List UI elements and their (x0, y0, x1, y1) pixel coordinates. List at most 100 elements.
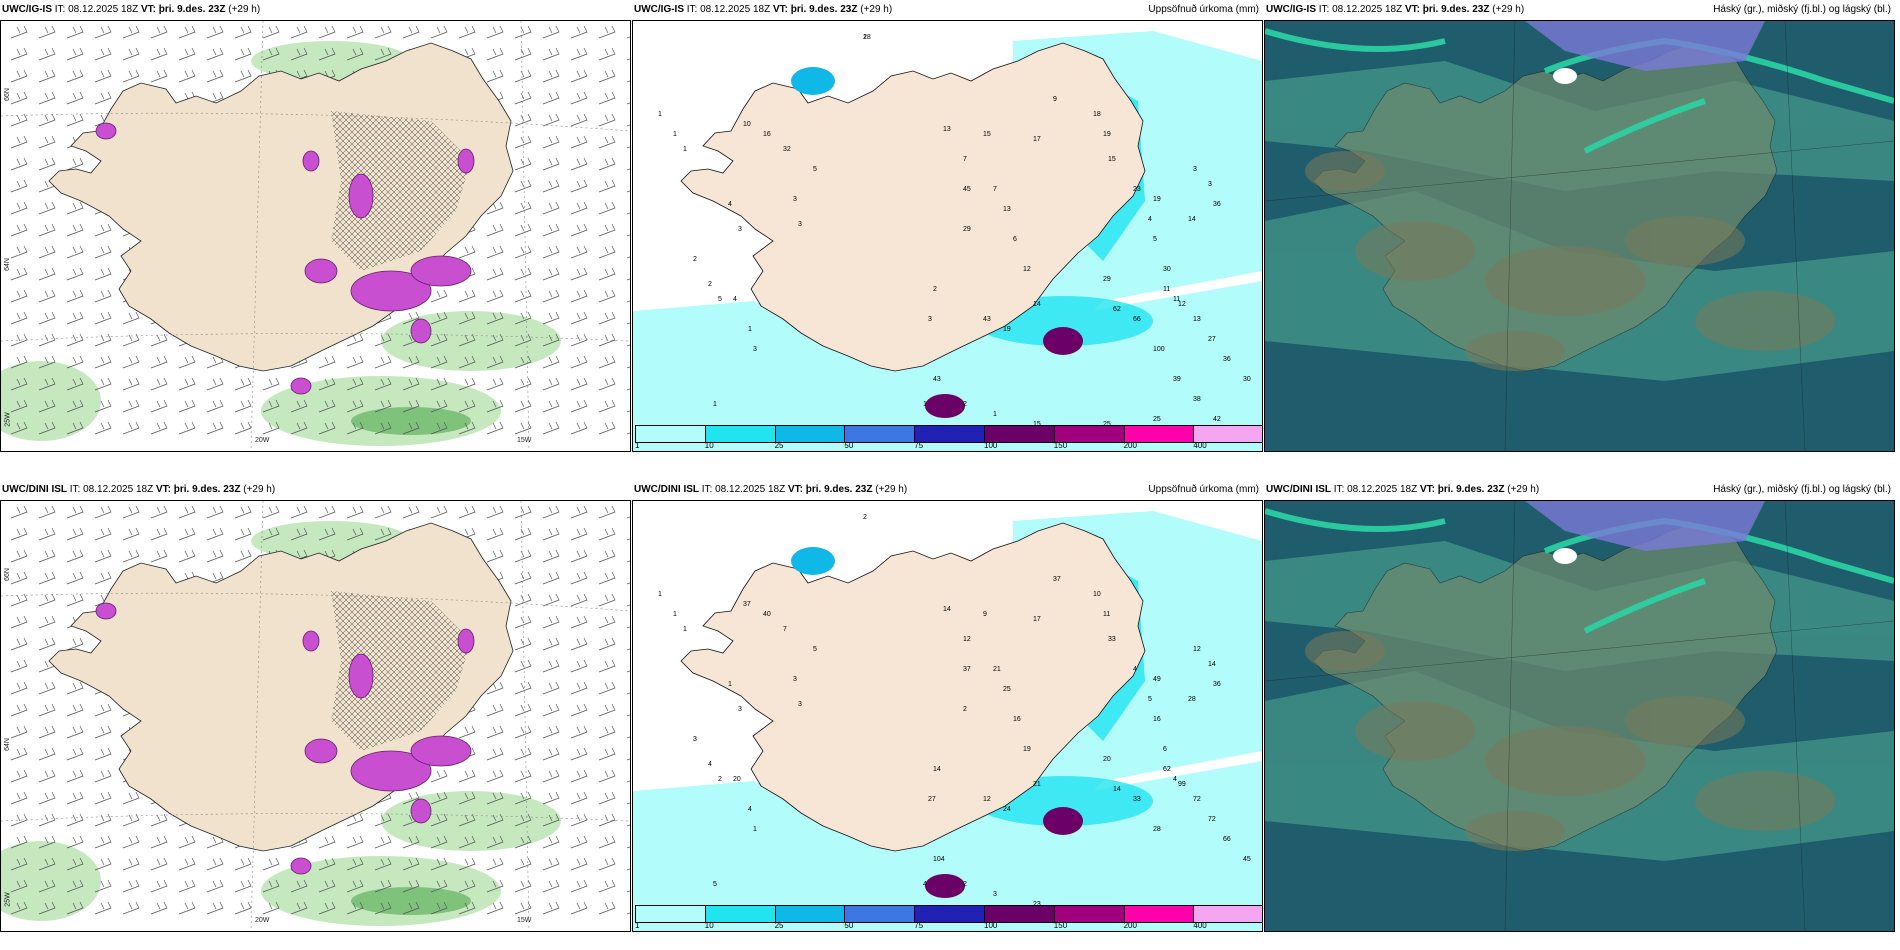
precip-value: 4 (1148, 216, 1152, 223)
lat-label-25w: 25W (4, 892, 12, 907)
precip-value: 7 (963, 156, 967, 163)
precip-colorbar: 1 10 25 50 75 100 150 200 400 (633, 903, 1262, 931)
precip-value: 2 (963, 401, 967, 408)
panel-ig-cloud: UWC/IG-IS IT: 08.12.2025 18Z VT: þri. 9.… (1264, 0, 1895, 452)
precip-value: 27 (928, 796, 936, 803)
colorbar-tick: 75 (914, 921, 924, 930)
precip-value: 19 (1103, 131, 1111, 138)
precip-value: 72 (1208, 816, 1216, 823)
precip-value: 13 (1193, 316, 1201, 323)
colorbar-cell (705, 426, 776, 442)
precip-colorbar: 1 10 25 50 75 100 150 200 400 (633, 423, 1262, 451)
precip-value: 66 (1133, 316, 1141, 323)
precip-value: 4 (728, 201, 732, 208)
mid-cloud-patches (1305, 151, 1835, 371)
precip-value: 4 (733, 296, 737, 303)
colorbar-cell (775, 906, 846, 922)
precip-value: 104 (933, 856, 945, 863)
graticule (1265, 21, 1894, 451)
graticule (1265, 501, 1894, 931)
precip-value: 12 (983, 796, 991, 803)
colorbar-cell (915, 906, 985, 922)
snow-hatch-area (331, 591, 471, 751)
accumulated-precip-map[interactable]: 2111374075331334220415412342271421232214… (632, 500, 1263, 932)
colorbar-cell (845, 906, 916, 922)
colorbar-cell (1124, 426, 1195, 442)
precip-value: 24 (1003, 806, 1011, 813)
lon-label-20w: 20W (255, 917, 270, 924)
precip-value: 13 (1003, 206, 1011, 213)
precip-value: 14 (1208, 661, 1216, 668)
precip-value: 16 (763, 131, 771, 138)
colorbar-tick: 400 (1193, 441, 1207, 450)
colorbar-tick: 150 (1053, 441, 1068, 450)
precip-value: 3 (928, 316, 932, 323)
colorbar-cell (775, 426, 846, 442)
colorbar-cell (845, 426, 916, 442)
panel-header: UWC/DINI ISL IT: 08.12.2025 18Z VT: þri.… (634, 484, 1259, 495)
light-precip-areas (1, 41, 561, 446)
colorbar-tick: 150 (1053, 921, 1068, 930)
precip-value: 3 (993, 891, 997, 898)
precip-value: 1 (923, 401, 927, 408)
precip-value: 1 (713, 401, 717, 408)
precip-value: 19 (1023, 746, 1031, 753)
precip-value: 4 (708, 761, 712, 768)
wind-precip-map[interactable]: 20W 15W 66N 64N 25W (0, 20, 631, 452)
lon-label-20w: 20W (255, 437, 270, 444)
precip-value: 18 (1093, 111, 1101, 118)
mid-cloud-patches (1305, 631, 1835, 851)
precip-value: 49 (1153, 676, 1161, 683)
precip-value: 9 (1053, 96, 1057, 103)
lat-label-25w: 25W (4, 412, 12, 427)
precip-value: 19 (1153, 196, 1161, 203)
precip-value: 2 (708, 281, 712, 288)
precip-value: 13 (943, 126, 951, 133)
precip-value: 45 (1243, 856, 1251, 863)
colorbar-cell (915, 426, 985, 442)
graticule (1, 501, 630, 931)
colorbar-tick: 25 (774, 441, 784, 450)
precip-max-east (1043, 807, 1083, 835)
precip-value: 1 (673, 611, 677, 618)
precip-value: 28 (1153, 826, 1161, 833)
precip-value: 99 (1178, 781, 1186, 788)
precip-value: 5 (813, 166, 817, 173)
precip-value: 1 (748, 326, 752, 333)
colorbar-cell (1054, 426, 1125, 442)
precip-value: 37 (743, 601, 751, 608)
cloud-cover-map[interactable] (1264, 20, 1895, 452)
panel-header: UWC/DINI ISL IT: 08.12.2025 18Z VT: þri.… (2, 484, 276, 495)
precip-value: 15 (983, 131, 991, 138)
precip-value: 5 (718, 296, 722, 303)
heavy-precip-areas (95, 122, 475, 395)
precip-value: 28 (1188, 696, 1196, 703)
precip-value: 3 (793, 676, 797, 683)
precip-value: 33 (1133, 796, 1141, 803)
precip-value: 12 (1193, 646, 1201, 653)
precip-value: 1 (753, 826, 757, 833)
precip-value: 1 (993, 411, 997, 418)
precip-value: 2 (863, 34, 867, 41)
precip-value: 23 (1033, 901, 1041, 908)
precip-value: 11 (1163, 286, 1170, 293)
colorbar-cell (1124, 906, 1195, 922)
precip-value: 18 (863, 34, 871, 41)
colorbar-cell (984, 426, 1055, 442)
precip-value: 29 (1103, 276, 1111, 283)
precip-value: 72 (1193, 796, 1201, 803)
precip-value: 27 (1208, 336, 1216, 343)
precip-value: 1 (658, 591, 662, 598)
precip-value: 25 (1103, 421, 1111, 428)
precip-value: 9 (983, 611, 987, 618)
wind-precip-map[interactable]: 20W 15W 66N 64N 25W (0, 500, 631, 932)
precip-value: 45 (963, 186, 971, 193)
lat-label-66n: 66N (3, 568, 11, 581)
colorbar-tick: 25 (774, 921, 784, 930)
precip-value: 1 (673, 131, 677, 138)
precip-value: 12 (1178, 301, 1186, 308)
accumulated-precip-map[interactable]: 2111101632533432254131132132932141521131… (632, 20, 1263, 452)
precip-value: 40 (763, 611, 771, 618)
cloud-cover-map[interactable] (1264, 500, 1895, 932)
iceland-land (680, 42, 1146, 372)
